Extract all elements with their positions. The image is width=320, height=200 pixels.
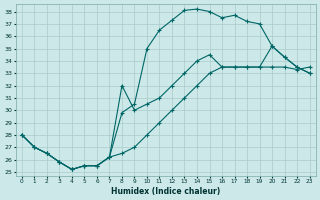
X-axis label: Humidex (Indice chaleur): Humidex (Indice chaleur) xyxy=(111,187,220,196)
